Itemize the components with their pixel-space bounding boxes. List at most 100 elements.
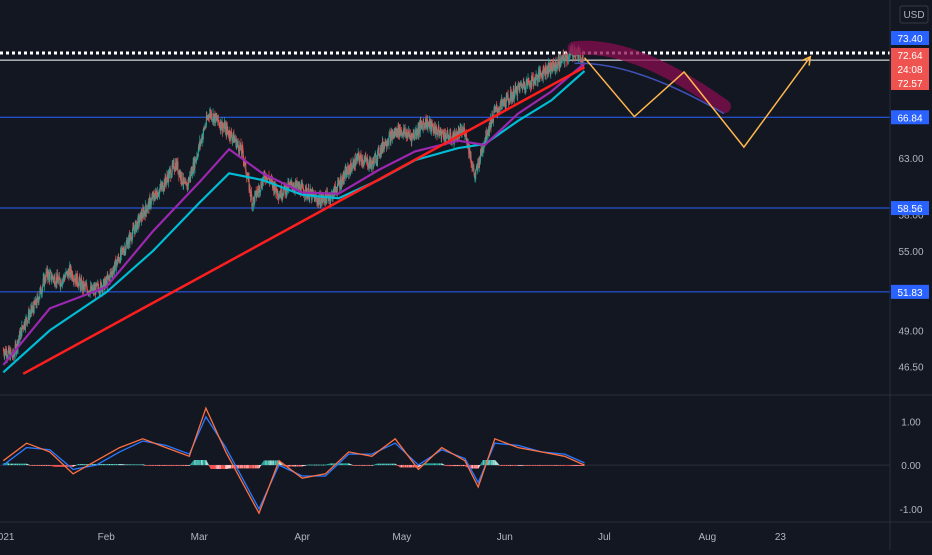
candle-body-411 xyxy=(197,149,199,156)
candle-157 xyxy=(77,282,79,289)
candle-body-1131 xyxy=(539,69,541,79)
candle-body-504 xyxy=(241,146,243,149)
candle-body-509 xyxy=(244,160,246,164)
candle-body-126 xyxy=(62,278,64,280)
currency-box xyxy=(899,5,929,24)
candle-body-332 xyxy=(160,184,162,187)
candle-body-7 xyxy=(6,351,8,358)
candle-body-26 xyxy=(15,344,17,346)
candle-1099 xyxy=(524,81,526,94)
candle-726 xyxy=(347,162,349,178)
candle-body-430 xyxy=(206,117,208,120)
osc-tick-label-2: -1.00 xyxy=(900,505,923,516)
candle-body-700 xyxy=(334,186,336,190)
candle-1029 xyxy=(490,122,492,128)
candle-body-1070 xyxy=(510,91,512,93)
candle-body-782 xyxy=(373,156,375,164)
price-badge-text-6: 51.83 xyxy=(897,288,922,299)
candle-882 xyxy=(421,120,423,130)
candle-body-1190 xyxy=(567,55,569,60)
candle-body-1020 xyxy=(486,134,488,139)
candle-body-632 xyxy=(302,185,304,191)
candle-body-742 xyxy=(354,157,356,166)
candle-76 xyxy=(38,296,40,300)
candle-body-336 xyxy=(162,183,164,191)
candle-body-724 xyxy=(346,169,348,174)
candle-455 xyxy=(218,119,220,129)
time-tick-label-0: 2021 xyxy=(0,532,15,543)
candle-body-919 xyxy=(438,131,440,137)
candle-body-51 xyxy=(27,320,29,324)
candle-1037 xyxy=(494,105,496,113)
candle-body-925 xyxy=(441,132,443,134)
candle-887 xyxy=(423,122,425,130)
candle-320 xyxy=(154,195,156,202)
candle-body-713 xyxy=(341,179,343,186)
candle-body-295 xyxy=(142,209,144,211)
candle-body-628 xyxy=(300,185,302,195)
candle-body-272 xyxy=(131,233,133,240)
candle-118 xyxy=(58,271,60,280)
candle-body-90 xyxy=(45,271,47,281)
candle-body-205 xyxy=(100,281,102,292)
candle-body-404 xyxy=(194,158,196,169)
candle-body-764 xyxy=(365,156,367,160)
candle-body-69 xyxy=(35,298,37,306)
candle-1134 xyxy=(540,72,542,78)
candle-body-453 xyxy=(217,115,219,122)
candle-501 xyxy=(240,138,242,152)
candle-body-356 xyxy=(171,163,173,174)
candle-body-749 xyxy=(358,153,360,155)
price-badge-4 xyxy=(891,110,929,125)
candle-body-1034 xyxy=(493,109,495,117)
candle-body-578 xyxy=(277,189,279,197)
price-badge-5 xyxy=(891,201,929,216)
candle-body-301 xyxy=(145,204,147,210)
candle-body-657 xyxy=(314,194,316,202)
candle-body-586 xyxy=(280,187,282,198)
candle-body-52 xyxy=(27,317,29,321)
candle-body-346 xyxy=(166,175,168,178)
candle-448 xyxy=(215,113,217,119)
candle-body-754 xyxy=(360,154,362,158)
candle-body-326 xyxy=(157,191,159,197)
candle-body-758 xyxy=(362,159,364,165)
candle-1177 xyxy=(561,57,563,64)
candle-body-1184 xyxy=(564,57,566,63)
oscillator-pane xyxy=(0,406,890,515)
candle-body-941 xyxy=(449,133,451,139)
candle-935 xyxy=(446,130,448,140)
candle-body-275 xyxy=(133,227,135,231)
candle-body-362 xyxy=(174,169,176,171)
candle-body-1011 xyxy=(482,149,484,152)
candle-body-892 xyxy=(425,125,427,128)
candle-body-1162 xyxy=(554,64,556,67)
highlight-arc xyxy=(567,40,731,114)
candle-925 xyxy=(441,132,443,135)
candle-body-309 xyxy=(149,197,151,199)
candle-310 xyxy=(149,197,151,210)
candle-body-143 xyxy=(70,267,72,275)
candle-body-1191 xyxy=(567,58,569,60)
candle-body-320 xyxy=(154,195,156,201)
candle-919 xyxy=(438,129,440,139)
candle-body-323 xyxy=(156,192,158,198)
candle-body-1047 xyxy=(499,105,501,112)
candle-body-790 xyxy=(377,148,379,152)
candle-body-42 xyxy=(22,326,24,329)
candle-body-615 xyxy=(294,185,296,191)
candle-body-541 xyxy=(259,192,261,194)
candle-433 xyxy=(208,114,210,122)
candle-body-854 xyxy=(407,130,409,136)
candle-body-970 xyxy=(463,129,465,133)
candle-body-954 xyxy=(455,131,457,140)
candle-1190 xyxy=(567,52,569,65)
price-tick-label-4: 49.00 xyxy=(898,326,923,337)
candle-1156 xyxy=(551,61,553,71)
candle-body-1115 xyxy=(531,75,533,78)
candle-body-354 xyxy=(170,176,172,178)
candle-body-736 xyxy=(351,167,353,169)
candle-body-311 xyxy=(150,204,152,207)
